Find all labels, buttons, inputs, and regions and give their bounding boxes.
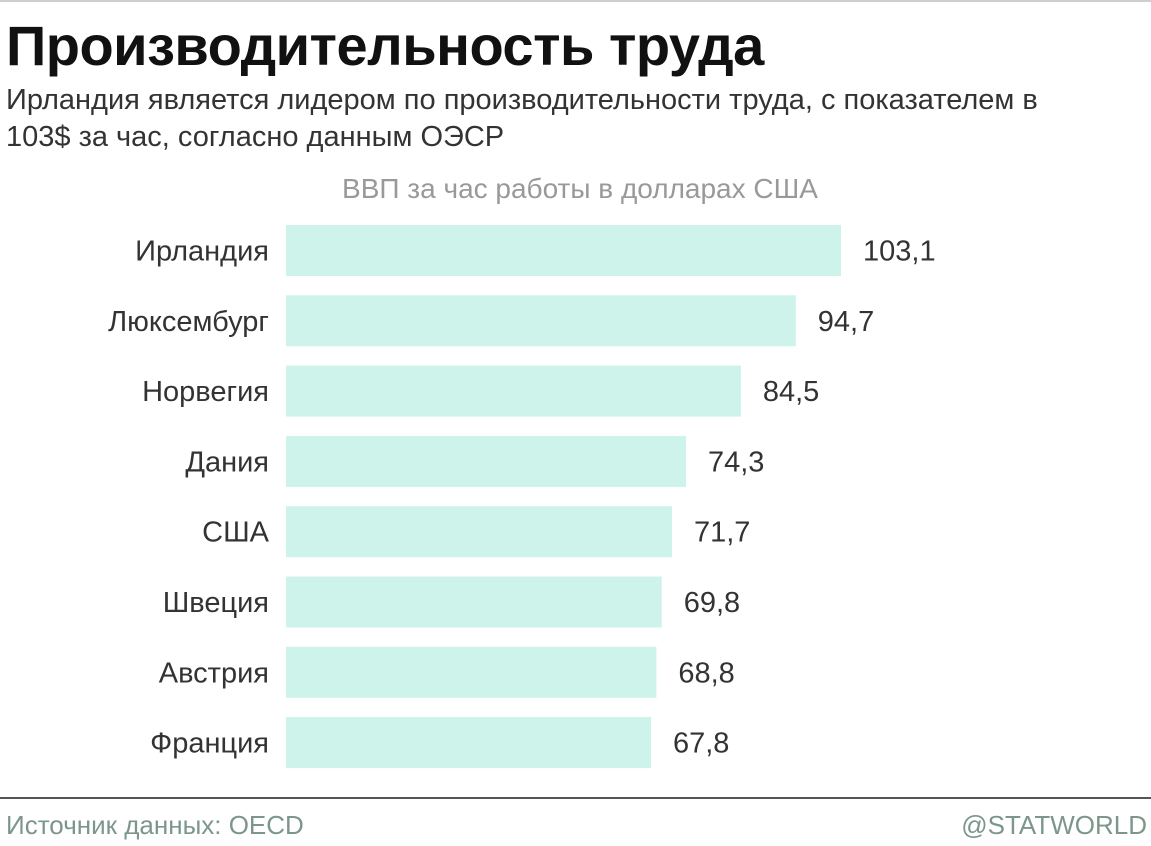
value-label: 84,5 xyxy=(763,376,819,408)
value-label: 67,8 xyxy=(673,728,729,760)
value-label: 94,7 xyxy=(818,306,874,338)
footer-rule xyxy=(0,797,1151,799)
value-label: 68,8 xyxy=(678,657,734,689)
credit-label: @STATWORLD xyxy=(961,810,1147,840)
category-label: Дания xyxy=(185,446,269,478)
bar xyxy=(286,717,651,769)
bar xyxy=(286,435,686,487)
bar xyxy=(286,295,796,347)
bar xyxy=(286,225,841,276)
top-rule xyxy=(0,0,1151,2)
bars-group: Ирландия 103,1 Люксембург 94,7 Норвегия 84,5 Д… xyxy=(108,225,936,769)
category-label: США xyxy=(202,517,270,549)
value-label: 74,3 xyxy=(708,446,764,478)
bar xyxy=(286,365,741,417)
category-label: Люксембург xyxy=(108,306,269,338)
bar xyxy=(286,506,672,558)
bar xyxy=(286,576,662,628)
category-label: Норвегия xyxy=(142,376,269,408)
category-label: Швеция xyxy=(163,587,269,619)
page-subtitle: Ирландия является лидером по производите… xyxy=(6,84,1038,153)
source-note: Источник данных: OECD xyxy=(6,810,304,840)
value-label: 71,7 xyxy=(694,517,750,549)
category-label: Австрия xyxy=(159,657,269,689)
bar xyxy=(286,646,657,698)
category-label: Франция xyxy=(150,728,269,760)
bar-chart: ВВП за час работы в долларах США Ирланди… xyxy=(108,173,936,769)
value-label: 69,8 xyxy=(684,587,740,619)
chart-title: ВВП за час работы в долларах США xyxy=(342,173,818,204)
category-label: Ирландия xyxy=(135,236,269,268)
page-title: Производительность труда xyxy=(6,14,764,77)
value-label: 103,1 xyxy=(863,236,936,268)
